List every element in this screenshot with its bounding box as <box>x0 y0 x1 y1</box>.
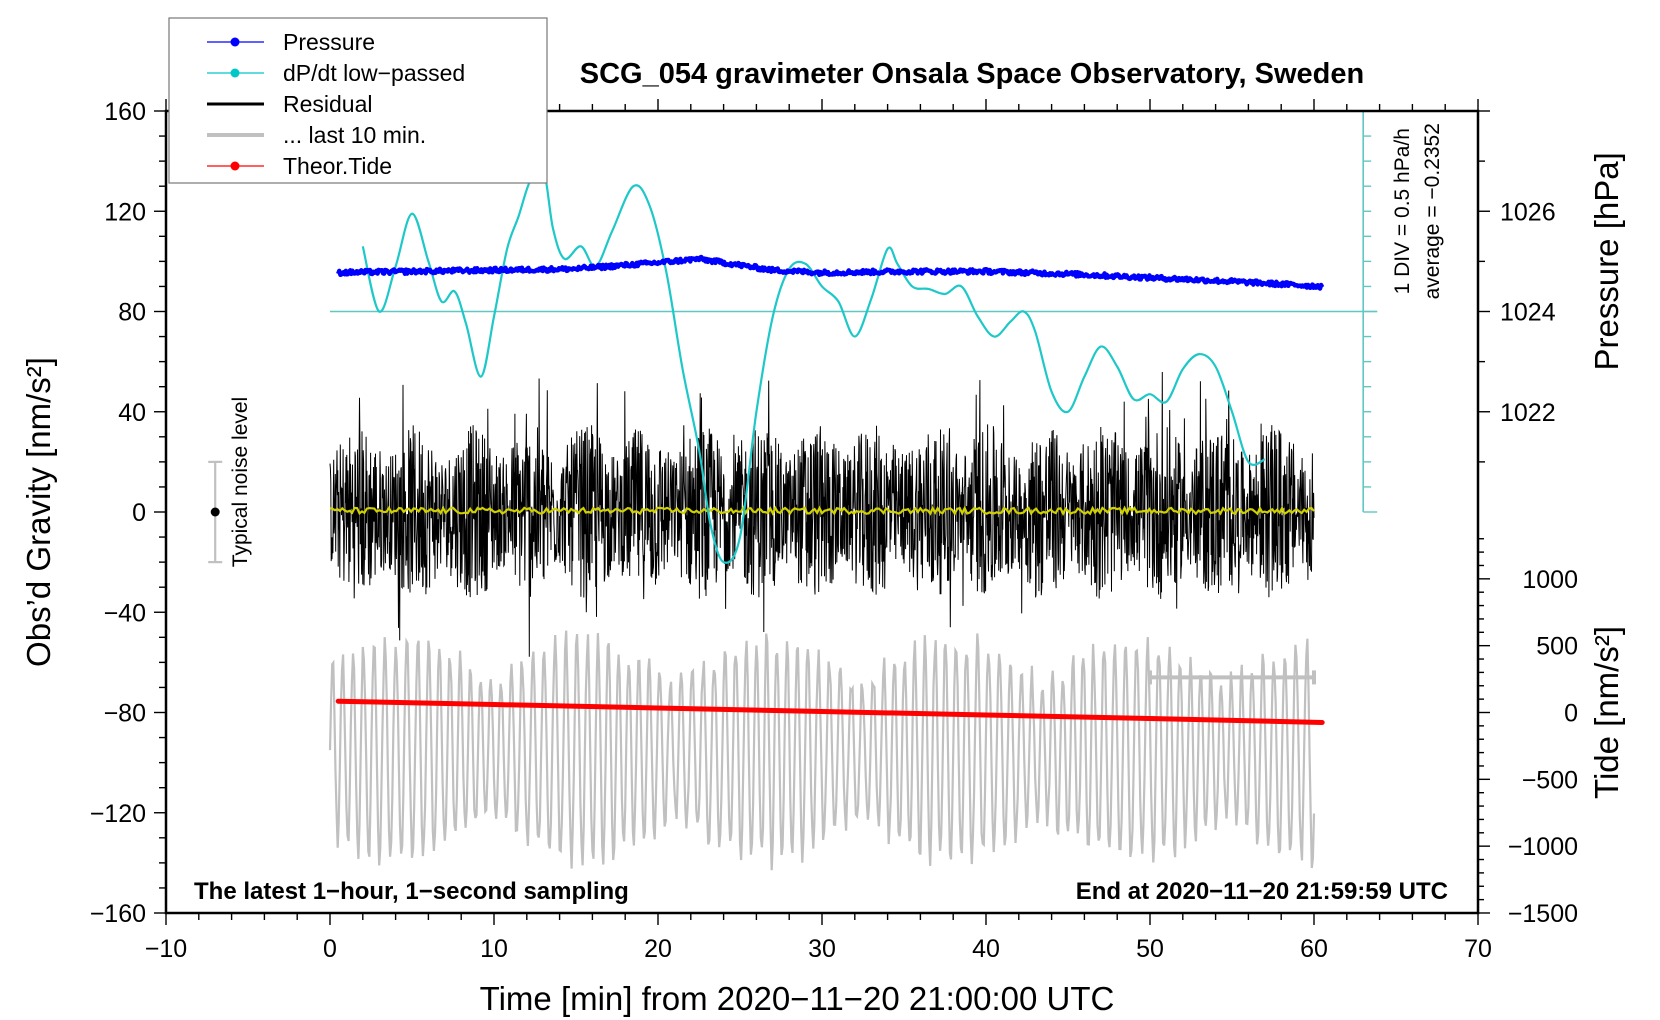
y-axis-title-tide: Tide [nm/s²] <box>1588 626 1625 799</box>
legend-label: Pressure <box>283 29 375 55</box>
legend-entry: Residual <box>207 91 373 117</box>
legend-label: Theor.Tide <box>283 153 392 179</box>
legend-label: Residual <box>283 91 373 117</box>
tide-tick-label: 1000 <box>1522 566 1578 594</box>
noise-level-dot <box>210 507 220 517</box>
tide-tick-label: 500 <box>1536 633 1578 661</box>
y-tick-label: 80 <box>118 299 146 327</box>
y-tick-label: −80 <box>104 700 146 728</box>
legend-box <box>168 17 548 184</box>
series-last-10-min <box>328 630 1316 871</box>
tide-tick-label: 0 <box>1564 700 1578 728</box>
pressure-tick-label: 1022 <box>1500 399 1556 427</box>
dpdt-div-label: 1 DIV = 0.5 hPa/h <box>1391 128 1414 294</box>
x-tick-label: 50 <box>1136 935 1164 963</box>
x-tick-label: −10 <box>145 935 187 963</box>
pressure-tick-label: 1026 <box>1500 198 1556 226</box>
y-tick-label: −160 <box>90 900 146 928</box>
x-tick-label: 40 <box>972 935 1000 963</box>
tide-tick-label: −1500 <box>1508 900 1578 928</box>
annotation-sampling: The latest 1−hour, 1−second sampling <box>194 878 629 905</box>
series-theor-tide <box>335 698 1325 725</box>
legend-entry: dP/dt low−passed <box>207 60 465 86</box>
series-pressure <box>336 254 1325 291</box>
legend-label: dP/dt low−passed <box>283 60 465 86</box>
x-axis-title: Time [min] from 2020−11−20 21:00:00 UTC <box>480 980 1115 1017</box>
chart-title: SCG_054 gravimeter Onsala Space Observat… <box>580 58 1364 90</box>
series-residual-smoothed <box>329 505 1315 517</box>
series-layer <box>208 110 1378 871</box>
y-axis-title-pressure: Pressure [hPa] <box>1588 152 1625 370</box>
x-tick-label: 10 <box>480 935 508 963</box>
legend-marker <box>230 68 240 78</box>
tide-tick-label: −1000 <box>1508 833 1578 861</box>
y-tick-label: 160 <box>104 98 146 126</box>
x-tick-label: 20 <box>644 935 672 963</box>
noise-level-label: Typical noise level <box>229 397 252 567</box>
x-tick-label: 60 <box>1300 935 1328 963</box>
legend-entry: ... last 10 min. <box>207 122 426 148</box>
tide-tick-label: −500 <box>1522 766 1578 794</box>
legend-entry: Theor.Tide <box>207 153 392 179</box>
legend-entry: Pressure <box>207 29 375 55</box>
ticks-layer: −10 0 10 20 30 40 50 60 70 160 120 80 40 0 −40 −80 −120 −… <box>90 98 1578 963</box>
y-tick-label: 120 <box>104 198 146 226</box>
annotation-end-time: End at 2020−11−20 21:59:59 UTC <box>1076 878 1448 905</box>
y-tick-label: 0 <box>132 499 146 527</box>
legend: Pressure dP/dt low−passed Residual ... last… <box>168 17 548 184</box>
legend-marker <box>230 37 240 47</box>
y-tick-label: −120 <box>90 800 146 828</box>
dpdt-average-label: average = −0.2352 <box>1421 123 1444 299</box>
x-tick-label: 30 <box>808 935 836 963</box>
legend-label: ... last 10 min. <box>283 122 426 148</box>
pressure-tick-label: 1024 <box>1500 299 1556 327</box>
series-residual <box>329 371 1315 657</box>
y-axis-title-left: Obs’d Gravity [nm/s²] <box>20 357 57 667</box>
y-tick-label: 40 <box>118 399 146 427</box>
y-tick-label: −40 <box>104 599 146 627</box>
legend-marker <box>230 161 240 171</box>
series-dpdt <box>361 165 1266 564</box>
x-tick-label: 0 <box>323 935 337 963</box>
x-tick-label: 70 <box>1464 935 1492 963</box>
